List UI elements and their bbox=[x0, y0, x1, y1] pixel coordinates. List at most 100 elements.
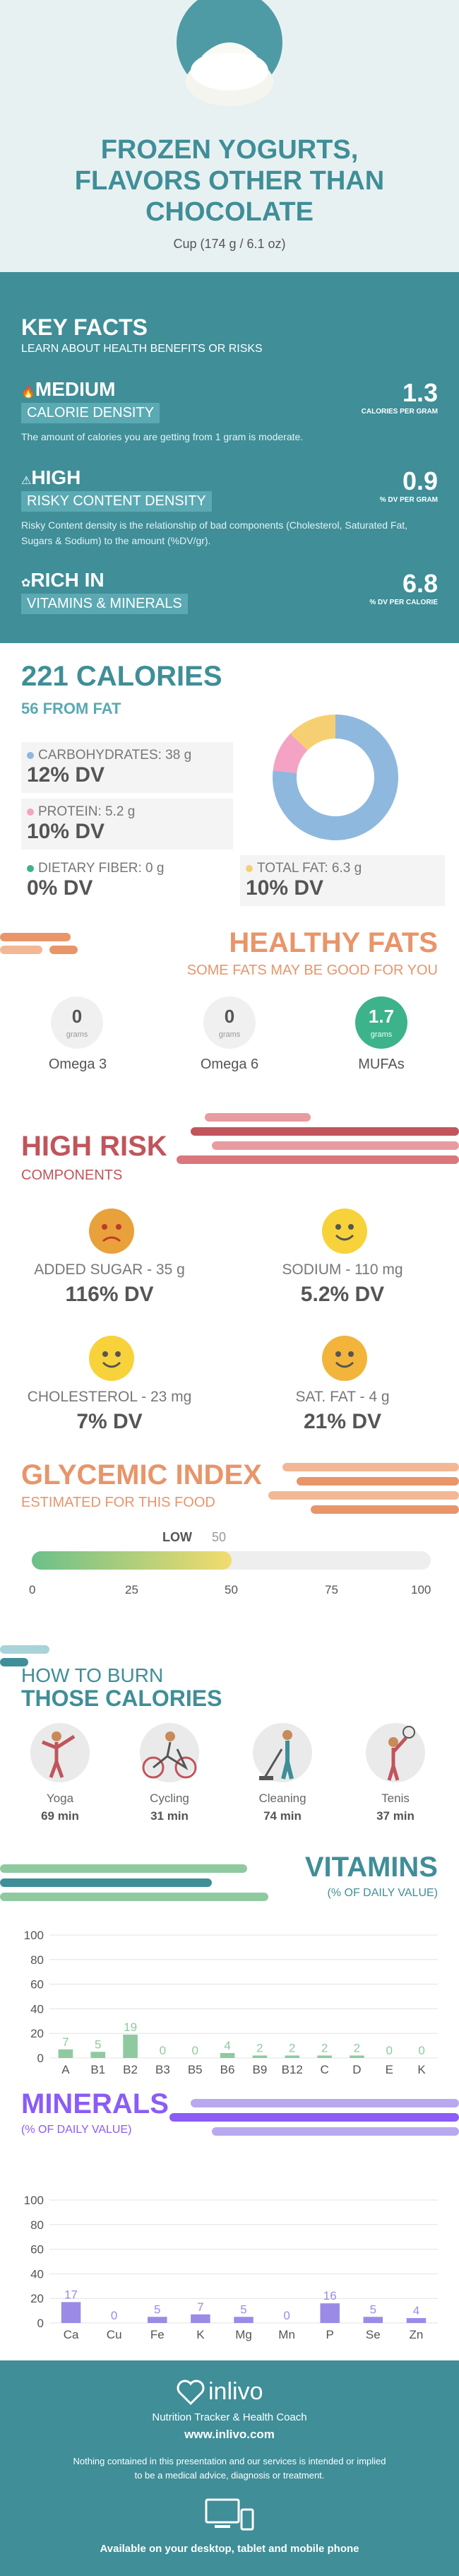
nutrient-fat: TOTAL FAT: 6.3 g 10% DV bbox=[240, 855, 445, 906]
data-label: 5 bbox=[240, 2302, 246, 2316]
heart-logo-icon bbox=[177, 2380, 205, 2406]
donut-slice-protein bbox=[273, 733, 309, 774]
decor-strip bbox=[212, 2127, 459, 2136]
burn-label: Yoga bbox=[46, 1792, 74, 1805]
data-label: 2 bbox=[256, 2042, 263, 2055]
data-label: 16 bbox=[323, 2289, 337, 2302]
minerals-section: MINERALS (% OF DAILY VALUE) 0 20 40 60 80 100… bbox=[0, 2085, 459, 2360]
cleaning-icon bbox=[253, 1723, 312, 1782]
decor-strip bbox=[0, 1864, 247, 1873]
decor-strip bbox=[0, 1878, 212, 1887]
x-tick-label: B3 bbox=[155, 2063, 170, 2076]
glycemic-level: LOW bbox=[162, 1530, 192, 1544]
data-label: 17 bbox=[64, 2288, 78, 2301]
x-tick-label: E bbox=[386, 2063, 393, 2076]
data-label: 5 bbox=[370, 2302, 376, 2316]
high-risk-section: HIGH RISK COMPONENTS ADDED SUGAR - 35 g … bbox=[0, 1102, 459, 1442]
high-risk-subheading: COMPONENTS bbox=[21, 1168, 123, 1183]
nutrient-label: TOTAL FAT: 6.3 g bbox=[257, 861, 362, 876]
y-tick-label: 0 bbox=[37, 2317, 44, 2330]
bar-B9 bbox=[252, 2055, 268, 2058]
bar-B12 bbox=[285, 2055, 300, 2058]
x-tick-label: B12 bbox=[282, 2063, 303, 2076]
x-tick-label: Ca bbox=[64, 2328, 79, 2341]
nutrient-label: DIETARY FIBER: 0 g bbox=[38, 861, 165, 876]
gi-tick: 50 bbox=[225, 1583, 238, 1596]
data-label: 2 bbox=[321, 2042, 328, 2055]
gi-tick: 25 bbox=[125, 1583, 138, 1596]
decor-strip bbox=[0, 946, 42, 954]
fact-value: 1.3 bbox=[402, 378, 438, 407]
gi-tick: 75 bbox=[325, 1583, 338, 1596]
omega3-circle: 0 grams bbox=[51, 996, 103, 1049]
vitamins-section: VITAMINS (% OF DAILY VALUE) 0 20 40 60 80 100… bbox=[0, 1852, 459, 2085]
data-label: 7 bbox=[197, 2300, 203, 2314]
data-label: 0 bbox=[160, 2044, 166, 2057]
vitamins-heading: VITAMINS bbox=[304, 1852, 438, 1883]
fact-value: 6.8 bbox=[402, 569, 438, 598]
omega6-label: Omega 6 bbox=[200, 1057, 259, 1072]
brand-tagline: Nutrition Tracker & Health Coach bbox=[152, 2411, 307, 2423]
brand-url[interactable]: www.inlivo.com bbox=[184, 2428, 275, 2441]
bar-B6 bbox=[220, 2053, 235, 2058]
yoga-icon bbox=[30, 1723, 90, 1782]
added-sugar-dv: 116% DV bbox=[65, 1283, 154, 1306]
fact-level: RICH IN bbox=[30, 569, 105, 591]
decor-strip bbox=[0, 933, 71, 941]
bar-A bbox=[58, 2049, 73, 2058]
warning-icon: ⚠ bbox=[21, 475, 32, 487]
fact-description: Risky Content density is the relationshi… bbox=[21, 519, 408, 546]
nutrient-protein: PROTEIN: 5.2 g 10% DV bbox=[21, 799, 233, 849]
disclaimer-line-2: to be a medical advice, diagnosis or tre… bbox=[134, 2470, 325, 2481]
fat-value: 0 bbox=[224, 1006, 235, 1027]
fact-description: The amount of calories you are getting f… bbox=[21, 431, 304, 442]
decor-strip bbox=[191, 2099, 459, 2107]
devices-icon bbox=[205, 2498, 254, 2531]
fact-unit: % DV PER GRAM bbox=[379, 496, 438, 504]
gi-tick: 0 bbox=[29, 1583, 36, 1596]
happy-face-icon bbox=[322, 1336, 367, 1381]
decor-strip bbox=[0, 1645, 49, 1654]
y-tick-label: 60 bbox=[30, 2243, 44, 2257]
key-facts-heading: KEY FACTS bbox=[21, 314, 148, 340]
fat-dot bbox=[246, 865, 253, 872]
data-label: 0 bbox=[111, 2309, 117, 2322]
x-tick-label: Zn bbox=[410, 2328, 424, 2341]
fact-unit: % DV PER CALORIE bbox=[369, 599, 438, 606]
fiber-dot bbox=[27, 865, 34, 872]
bar-Zn bbox=[406, 2318, 427, 2323]
healthy-fats-heading: HEALTHY FATS bbox=[229, 927, 438, 958]
risky-content-fact: ⚠HIGH RISKY CONTENT DENSITY 0.9 % DV PER… bbox=[21, 466, 438, 548]
fat-value: 0 bbox=[71, 1006, 83, 1027]
x-tick-label: B9 bbox=[253, 2063, 268, 2076]
decor-strip bbox=[49, 946, 78, 954]
sad-face-icon bbox=[89, 1208, 134, 1254]
burn-minutes: 69 min bbox=[41, 1809, 79, 1823]
vitamins-subheading: (% OF DAILY VALUE) bbox=[327, 1887, 438, 1899]
flame-icon: 🔥 bbox=[21, 387, 35, 399]
calories-heading: 221 CALORIES bbox=[21, 661, 222, 692]
decor-strip bbox=[0, 1658, 28, 1666]
carbs-dot bbox=[27, 752, 34, 759]
mufa-label: MUFAs bbox=[358, 1057, 405, 1072]
burn-heading-top: HOW TO BURN bbox=[21, 1664, 164, 1686]
data-label: 5 bbox=[154, 2302, 160, 2316]
omega6-circle: 0 grams bbox=[203, 996, 256, 1049]
devices-text: Available on your desktop, tablet and mo… bbox=[100, 2543, 359, 2555]
burn-minutes: 37 min bbox=[376, 1809, 415, 1823]
glycemic-heading: GLYCEMIC INDEX bbox=[21, 1459, 262, 1490]
x-tick-label: B6 bbox=[220, 2063, 235, 2076]
data-label: 0 bbox=[283, 2309, 290, 2322]
burn-minutes: 31 min bbox=[150, 1809, 189, 1823]
burn-label: Cleaning bbox=[258, 1792, 306, 1805]
x-tick-label: Cu bbox=[107, 2328, 122, 2341]
header: FROZEN YOGURTS, FLAVORS OTHER THAN CHOCO… bbox=[0, 0, 459, 272]
y-tick-label: 80 bbox=[30, 2218, 44, 2232]
fact-category: VITAMINS & MINERALS bbox=[21, 594, 188, 614]
sodium-label: SODIUM - 110 mg bbox=[282, 1261, 403, 1278]
decor-strip bbox=[212, 1141, 459, 1150]
fat-unit: grams bbox=[218, 1030, 241, 1039]
x-tick-label: B1 bbox=[90, 2063, 105, 2076]
bar-Ca bbox=[61, 2302, 81, 2323]
burn-section: HOW TO BURN THOSE CALORIES Yoga 69 min C… bbox=[0, 1640, 459, 1852]
